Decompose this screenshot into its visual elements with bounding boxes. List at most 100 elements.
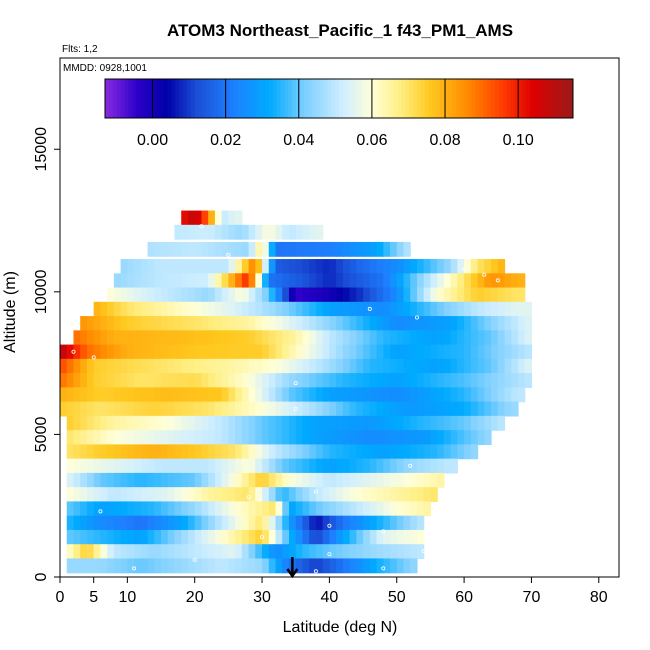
heatmap-cell <box>450 273 458 289</box>
heatmap-cell <box>497 387 506 403</box>
heatmap-cell <box>154 344 162 360</box>
heatmap-cell <box>113 544 122 560</box>
heatmap-cell <box>208 301 216 317</box>
heatmap-cell <box>282 529 290 545</box>
heatmap-cell <box>73 487 81 503</box>
heatmap-cell <box>369 415 378 431</box>
heatmap-cell <box>262 415 270 431</box>
heatmap-cell <box>430 287 438 303</box>
heatmap-cell <box>248 458 256 474</box>
heatmap-cell <box>241 487 250 503</box>
heatmap-cell <box>288 259 297 274</box>
heatmap-cell <box>262 387 270 403</box>
heatmap-cell <box>369 358 378 374</box>
heatmap-cell <box>349 287 357 303</box>
heatmap-cell <box>423 358 432 374</box>
heatmap-cell <box>295 330 304 346</box>
heatmap-cell <box>309 501 317 517</box>
heatmap-cell <box>275 529 283 545</box>
heatmap-cell <box>235 358 243 374</box>
heatmap-cell <box>315 558 324 574</box>
heatmap-cell <box>248 387 256 403</box>
heatmap-cell <box>423 301 432 317</box>
heatmap-cell <box>161 344 169 360</box>
heatmap-cell <box>154 301 162 317</box>
colorbar-segment <box>155 79 161 118</box>
heatmap-cell <box>295 224 304 240</box>
heatmap-cell <box>86 487 95 503</box>
heatmap-cell <box>484 373 492 388</box>
heatmap-cell <box>295 487 304 503</box>
heatmap-cell <box>208 259 216 274</box>
heatmap-cell <box>86 558 95 574</box>
heatmap-cell <box>275 544 283 560</box>
heatmap-cell <box>60 344 68 360</box>
heatmap-cell <box>302 487 310 503</box>
heatmap-cell <box>282 458 290 474</box>
heatmap-cell <box>107 472 115 488</box>
heatmap-cell <box>288 301 297 317</box>
heatmap-cell <box>336 487 344 503</box>
heatmap-cell <box>113 515 122 531</box>
heatmap-cell <box>120 316 128 331</box>
heatmap-cell <box>288 224 297 240</box>
heatmap-cell <box>154 401 162 417</box>
heatmap-cell <box>396 387 405 403</box>
heatmap-cell <box>174 430 182 445</box>
heatmap-cell <box>214 373 223 388</box>
heatmap-cell <box>336 401 344 417</box>
heatmap-cell <box>309 515 317 531</box>
heatmap-cell <box>262 373 270 388</box>
heatmap-cell <box>322 387 330 403</box>
colorbar-segment <box>284 79 289 118</box>
heatmap-cell <box>221 330 229 346</box>
heatmap-cell <box>356 430 364 445</box>
heatmap-cell <box>113 387 122 403</box>
heatmap-cell <box>443 401 452 417</box>
heatmap-cell <box>208 501 216 517</box>
heatmap-cell <box>329 501 337 517</box>
heatmap-cell <box>430 458 438 474</box>
x-tick-label: 60 <box>455 589 473 606</box>
heatmap-cell <box>228 544 236 560</box>
heatmap-cell <box>214 430 223 445</box>
colorbar-segment <box>514 79 519 118</box>
heatmap-cell <box>187 344 196 360</box>
heatmap-cell <box>423 401 432 417</box>
heatmap-cell <box>167 287 176 303</box>
heatmap-cell <box>504 273 512 289</box>
heatmap-cell <box>147 558 155 574</box>
colorbar-segment <box>397 79 402 118</box>
heatmap-cell <box>524 373 533 388</box>
heatmap-cell <box>302 224 310 240</box>
heatmap-cell <box>511 401 519 417</box>
heatmap-cell <box>349 273 357 289</box>
heatmap-cell <box>93 316 101 331</box>
heatmap-cell <box>295 301 304 317</box>
heatmap-cell <box>275 444 283 460</box>
heatmap-cell <box>457 430 465 445</box>
heatmap-cell <box>383 241 391 257</box>
heatmap-cell <box>154 358 162 374</box>
heatmap-cell <box>437 415 445 431</box>
heatmap-cell <box>194 373 203 388</box>
heatmap-cell <box>443 301 452 317</box>
heatmap-cell <box>127 501 135 517</box>
colorbar-segment <box>323 79 328 118</box>
heatmap-cell <box>309 316 317 331</box>
heatmap-cell <box>194 316 203 331</box>
heatmap-cell <box>248 241 256 257</box>
heatmap-cell <box>107 287 115 303</box>
heatmap-cell <box>288 344 297 360</box>
sample-point <box>381 529 386 534</box>
heatmap-cell <box>181 373 189 388</box>
heatmap-cell <box>167 301 176 317</box>
heatmap-cell <box>174 259 182 274</box>
heatmap-cell <box>504 287 512 303</box>
colorbar-segment <box>413 79 418 118</box>
heatmap-cell <box>363 401 371 417</box>
heatmap-cell <box>167 358 176 374</box>
heatmap-cell <box>93 472 101 488</box>
heatmap-cell <box>410 444 418 460</box>
heatmap-cell <box>161 330 169 346</box>
